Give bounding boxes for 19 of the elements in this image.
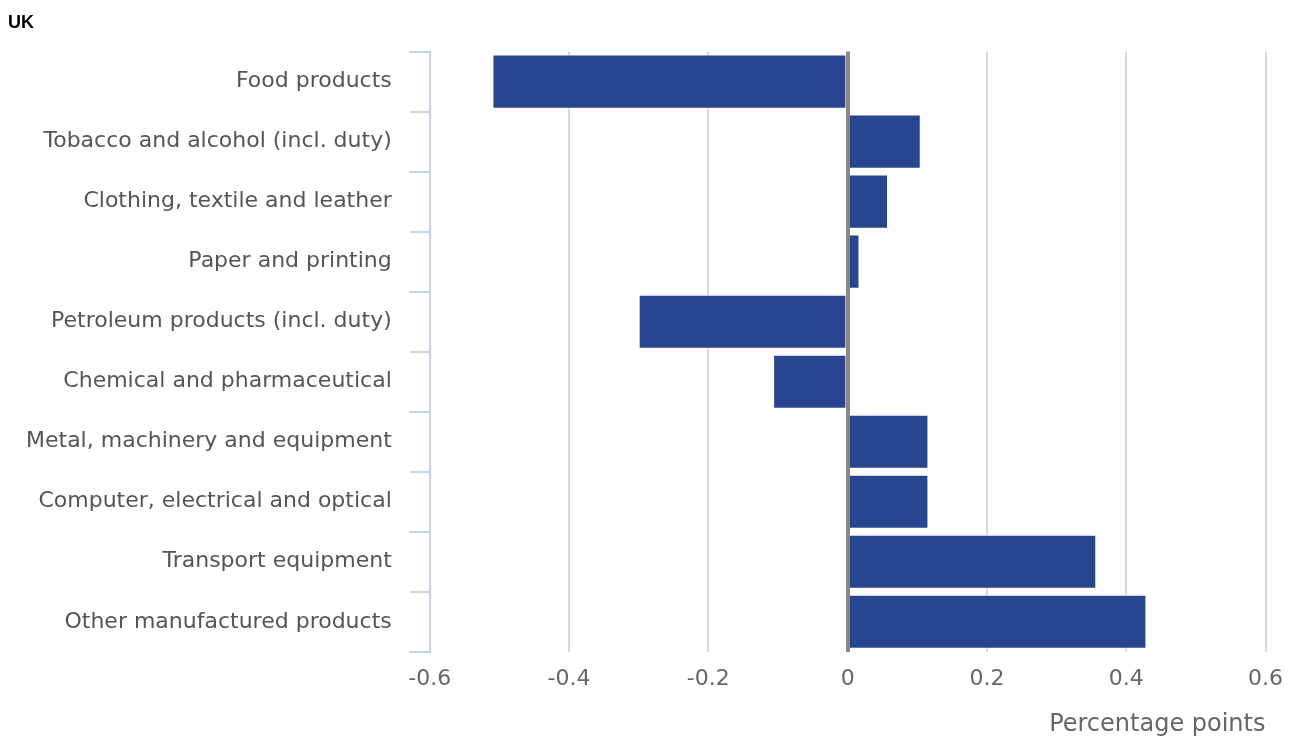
y-tick-label: Metal, machinery and equipment bbox=[26, 427, 393, 453]
x-tick-label: -0.4 bbox=[547, 664, 591, 690]
y-tick-label: Computer, electrical and optical bbox=[38, 487, 392, 513]
x-tick-label: 0.6 bbox=[1248, 664, 1284, 690]
x-tick-label: 0.4 bbox=[1108, 664, 1144, 690]
x-tick-label: -0.6 bbox=[408, 664, 452, 690]
x-tick-label: 0.2 bbox=[969, 664, 1005, 690]
text: UK bbox=[8, 11, 34, 32]
x-axis-title: Percentage points bbox=[1049, 708, 1266, 737]
x-tick-label: 0 bbox=[840, 664, 855, 690]
y-tick-label: Other manufactured products bbox=[64, 607, 392, 633]
x-tick-label: -0.2 bbox=[686, 664, 730, 690]
y-tick-label: Tobacco and alcohol (incl. duty) bbox=[42, 127, 392, 153]
y-tick-label: Food products bbox=[235, 67, 392, 93]
y-tick-label: Paper and printing bbox=[188, 247, 392, 273]
y-tick-label: Transport equipment bbox=[161, 547, 393, 573]
y-tick-label: Petroleum products (incl. duty) bbox=[51, 307, 392, 333]
y-tick-label: Clothing, textile and leather bbox=[83, 187, 393, 213]
y-tick-label: Chemical and pharmaceutical bbox=[63, 367, 392, 393]
